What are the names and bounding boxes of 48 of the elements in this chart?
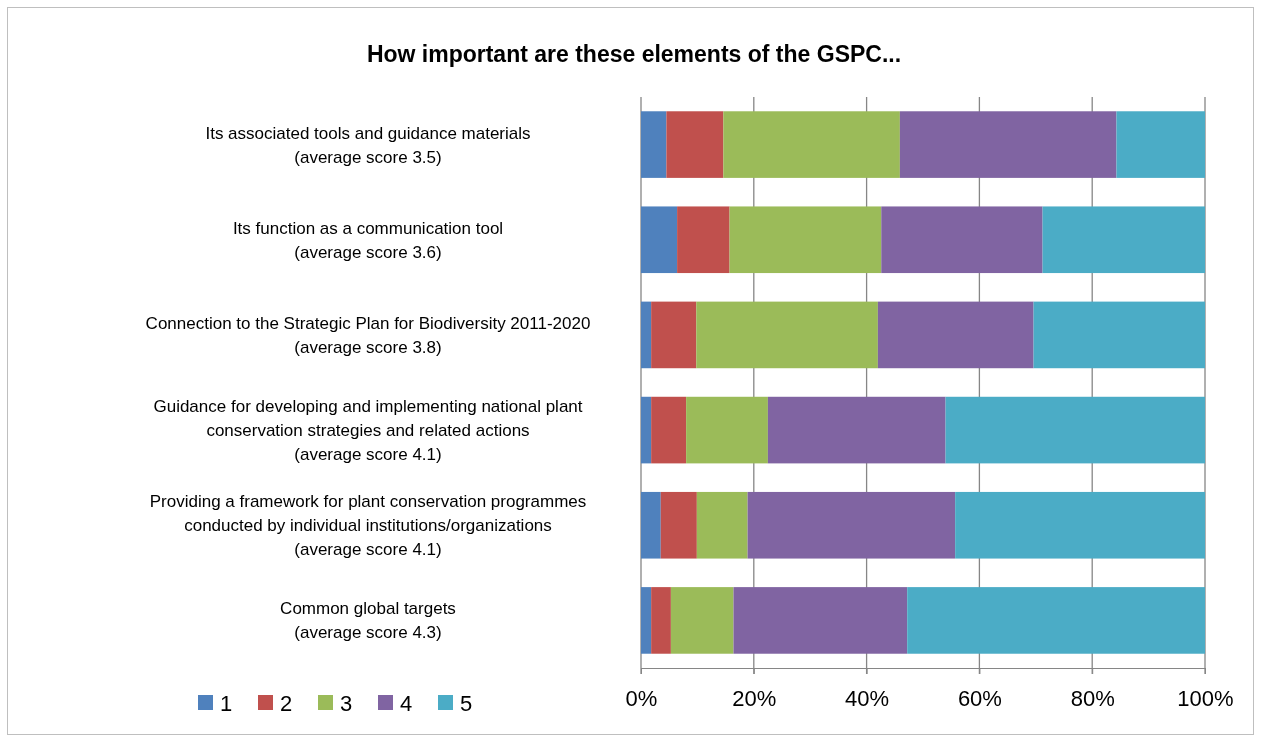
- legend-label: 3: [340, 691, 353, 716]
- y-tick-label: Connection to the Strategic Plan for Biodiversity 2011-2020 (average score 3.8): [145, 313, 591, 357]
- bar: [677, 206, 730, 274]
- y-tick-label: Guidance for developing and implementing national plant conservation strategies and related actions (average score 4.1): [153, 397, 583, 465]
- bar: [1116, 111, 1205, 178]
- x-tick-label: 40%: [845, 685, 890, 711]
- legend-label: 4: [400, 691, 413, 716]
- bar: [733, 587, 908, 654]
- bar: [1033, 301, 1205, 369]
- x-tick-label: 20%: [732, 685, 777, 711]
- bar: [686, 396, 768, 464]
- bar: [660, 491, 697, 559]
- x-tick-label: 100%: [1177, 685, 1234, 711]
- bar: [641, 396, 652, 464]
- bar: [651, 396, 687, 464]
- bar: [651, 587, 671, 654]
- y-tick-label: Its function as a communication tool (average score 3.6): [232, 218, 504, 262]
- x-tick-label: 80%: [1070, 685, 1115, 711]
- bar: [767, 396, 946, 464]
- bar: [877, 301, 1034, 369]
- y-tick-label: Its associated tools and guidance materials (average score 3.5): [205, 123, 531, 167]
- chart-title: How important are these elements of the GSPC...: [366, 41, 902, 67]
- bar: [696, 301, 878, 369]
- bar: [666, 111, 724, 178]
- bar: [670, 587, 734, 654]
- legend-label: 2: [280, 691, 293, 716]
- y-tick-label: Providing a framework for plant conservation programmes conducted by individual institutions/organizations (average score 4.1): [149, 492, 587, 560]
- bar: [907, 587, 1205, 654]
- bar: [881, 206, 1043, 274]
- bar: [1042, 206, 1205, 274]
- legend-label: 5: [460, 691, 473, 716]
- bar: [641, 206, 678, 274]
- bar: [729, 206, 882, 274]
- bar: [723, 111, 900, 178]
- bar: [641, 491, 661, 559]
- legend-label: 1: [220, 691, 233, 716]
- bar: [696, 491, 748, 559]
- bar: [747, 491, 956, 559]
- bar: [899, 111, 1117, 178]
- y-tick-label: Common global targets (average score 4.3): [280, 599, 456, 643]
- bar: [641, 111, 667, 178]
- bar: [945, 396, 1205, 464]
- bar: [641, 301, 652, 369]
- x-tick-label: 60%: [957, 685, 1002, 711]
- bar: [641, 587, 652, 654]
- x-tick-label: 0%: [625, 685, 658, 711]
- bar: [651, 301, 697, 369]
- bar: [955, 491, 1205, 559]
